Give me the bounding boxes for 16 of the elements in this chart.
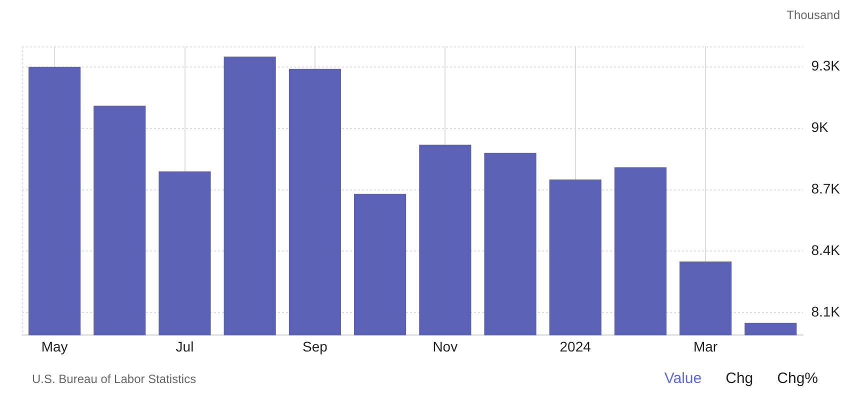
x-tick-label: May (41, 338, 68, 354)
x-tick-label: Sep (302, 338, 328, 354)
y-axis-title: Thousand (786, 8, 840, 22)
text: U.S. Bureau of Labor Statistics (32, 372, 196, 386)
text: Chg% (777, 370, 818, 387)
x-tick-label: Nov (432, 338, 458, 354)
x-tick-label: Mar (693, 338, 718, 354)
y-tick-label: 9.3K (811, 58, 841, 74)
y-tick-label: 8.1K (811, 304, 841, 320)
y-tick-label: 9K (811, 119, 829, 136)
x-tick-label: 2024 (560, 338, 592, 354)
text: Chg (726, 370, 754, 387)
y-tick-label: 8.7K (811, 180, 841, 197)
text: Value (664, 370, 702, 387)
y-tick-label: 8.4K (811, 242, 841, 258)
x-tick-label: Jul (176, 338, 194, 354)
